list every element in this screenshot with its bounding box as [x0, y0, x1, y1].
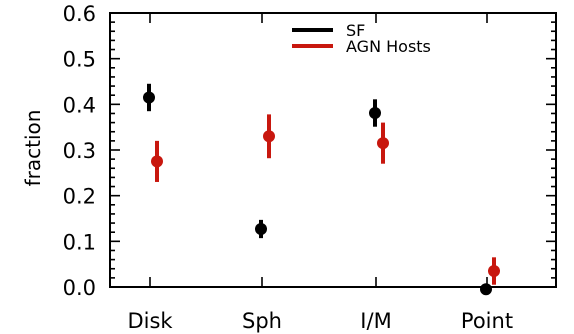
plot-frame-rect: [109, 12, 557, 288]
y-axis-label: fraction: [21, 110, 45, 187]
data-point-agn-hosts: [488, 265, 500, 278]
axis-ticks: [110, 12, 556, 288]
legend: SF AGN Hosts: [292, 21, 431, 56]
plot-frame: [109, 12, 557, 288]
data-point-sf: [369, 107, 381, 120]
y-tick-label: 0.5: [63, 48, 96, 72]
y-tick-label: 0.3: [63, 139, 96, 163]
x-tick-label: Point: [461, 309, 513, 333]
legend-label-sf: SF: [346, 21, 365, 40]
tick-labels: 0.0 0.1 0.2 0.3 0.4 0.5 0.6 Disk Sph I/M Point: [63, 2, 513, 333]
y-tick-label: 0.1: [63, 230, 96, 254]
x-tick-label: Disk: [127, 309, 173, 333]
data-point-sf: [255, 223, 267, 236]
data-point-sf: [143, 91, 155, 104]
data-point-agn-hosts: [263, 130, 275, 143]
y-tick-label: 0.4: [63, 93, 96, 117]
legend-label-agn-hosts: AGN Hosts: [346, 37, 431, 56]
x-tick-label: I/M: [360, 309, 391, 333]
x-tick-label: Sph: [242, 309, 282, 333]
y-tick-label: 0.2: [63, 185, 96, 209]
data-point-agn-hosts: [151, 155, 163, 168]
data-points: [143, 83, 500, 296]
data-point-sf: [480, 283, 492, 296]
y-tick-label: 0.6: [63, 2, 96, 26]
data-point-agn-hosts: [377, 137, 389, 150]
y-tick-label: 0.0: [63, 276, 96, 300]
